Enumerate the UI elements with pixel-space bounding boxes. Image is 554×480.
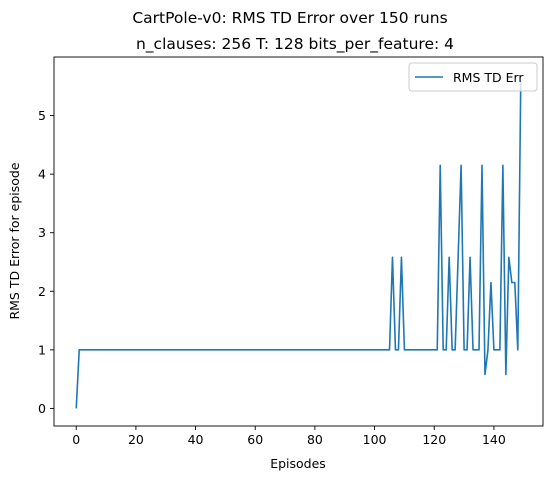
y-tick-label: 4 bbox=[38, 167, 46, 182]
axes-frame bbox=[53, 56, 544, 427]
x-axis-ticks: 0 20 40 60 80 100 120 140 bbox=[72, 426, 506, 447]
x-tick-label: 80 bbox=[307, 432, 323, 447]
y-tick-label: 0 bbox=[38, 401, 46, 416]
plot-area bbox=[53, 56, 544, 427]
x-tick-label: 20 bbox=[128, 432, 144, 447]
x-tick-label: 120 bbox=[422, 432, 446, 447]
x-tick-label: 60 bbox=[247, 432, 263, 447]
legend-box bbox=[408, 62, 538, 92]
y-tick-label: 1 bbox=[38, 342, 46, 357]
legend-label: RMS TD Err bbox=[453, 70, 524, 85]
x-tick-label: 100 bbox=[363, 432, 387, 447]
y-tick-label: 2 bbox=[38, 284, 46, 299]
x-axis-label: Episodes bbox=[270, 456, 326, 471]
series-line-rms-td-err bbox=[75, 81, 522, 409]
x-tick-label: 140 bbox=[482, 432, 506, 447]
legend: RMS TD Err bbox=[408, 62, 538, 92]
y-tick-label: 5 bbox=[38, 108, 46, 123]
y-axis-label: RMS TD Error for episode bbox=[7, 162, 22, 319]
x-tick-label: 0 bbox=[72, 432, 80, 447]
y-tick-label: 3 bbox=[38, 225, 46, 240]
chart-title: n_clauses: 256 T: 128 bits_per_feature: … bbox=[136, 35, 454, 54]
chart-suptitle: CartPole-v0: RMS TD Error over 150 runs bbox=[132, 9, 447, 27]
x-tick-label: 40 bbox=[188, 432, 204, 447]
y-axis-ticks: 0 1 2 3 4 5 bbox=[38, 108, 54, 416]
